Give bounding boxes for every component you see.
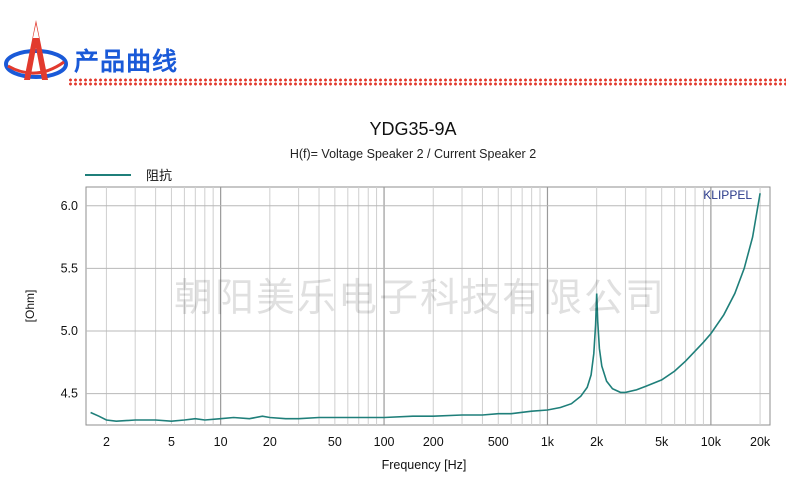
legend-label: 阻抗 (146, 169, 172, 184)
klippel-annotation: KLIPPEL (703, 188, 752, 202)
y-tick-label: 5.5 (61, 261, 78, 275)
x-tick-label: 5 (168, 435, 175, 449)
x-tick-label: 10k (701, 435, 722, 449)
y-tick-label: 4.5 (61, 387, 78, 401)
brand-logo-icon (4, 20, 68, 80)
watermark-text: 朝阳美乐电子科技有限公司 (174, 276, 666, 321)
y-tick-label: 5.0 (61, 324, 78, 338)
x-tick-label: 10 (214, 435, 228, 449)
x-tick-label: 50 (328, 435, 342, 449)
x-tick-label: 500 (488, 435, 509, 449)
plot-area (85, 186, 771, 426)
x-tick-label: 200 (423, 435, 444, 449)
grid-lines (86, 187, 770, 425)
x-tick-label: 100 (374, 435, 395, 449)
y-axis-ticks: 4.5 5.0 5.5 6.0 (61, 199, 78, 401)
chart-title: YDG35-9A (369, 119, 456, 139)
impedance-curve (90, 193, 761, 423)
impedance-chart: YDG35-9A H(f)= Voltage Speaker 2 / Curre… (23, 119, 771, 472)
chart-subtitle: H(f)= Voltage Speaker 2 / Current Speake… (290, 147, 536, 161)
page-header: 产品曲线 (0, 0, 790, 92)
x-tick-label: 2 (103, 435, 110, 449)
x-tick-label: 2k (590, 435, 604, 449)
x-axis-label: Frequency [Hz] (382, 458, 467, 472)
y-tick-label: 6.0 (61, 199, 78, 213)
x-tick-label: 20k (750, 435, 771, 449)
x-tick-label: 20 (263, 435, 277, 449)
x-axis-ticks: 2 5 10 20 50 100 200 500 1k 2k 5k 10k 20k (103, 435, 771, 449)
header-divider (68, 78, 786, 86)
page-title: 产品曲线 (74, 47, 179, 76)
x-tick-label: 1k (541, 435, 555, 449)
y-axis-label: [Ohm] (23, 290, 37, 323)
x-tick-label: 5k (655, 435, 669, 449)
